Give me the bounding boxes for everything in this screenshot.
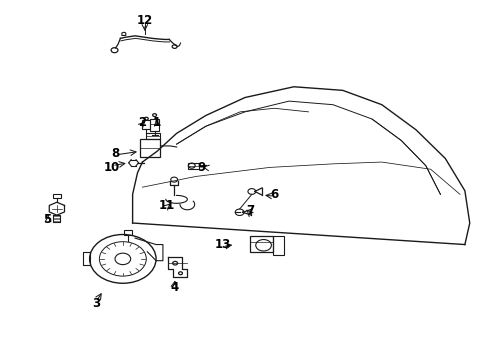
Text: 11: 11 [159,199,175,212]
Text: 6: 6 [270,188,278,201]
Bar [250,236,273,252]
Text: 7: 7 [246,204,254,217]
Text: 13: 13 [215,238,231,251]
Text: 8: 8 [111,147,120,159]
Bar [273,235,284,255]
Text: 4: 4 [170,281,178,294]
Bar [140,139,160,157]
Bar [53,194,61,198]
Bar [143,120,150,129]
Text: 10: 10 [104,161,120,174]
Bar [146,133,160,139]
Bar [124,230,132,234]
Bar [150,120,159,131]
Text: 2: 2 [138,116,147,129]
Text: 5: 5 [43,213,51,226]
Bar [188,163,198,169]
Text: 9: 9 [197,161,205,174]
Text: 3: 3 [92,297,100,310]
Text: 12: 12 [137,14,153,27]
Text: 1: 1 [153,116,161,129]
